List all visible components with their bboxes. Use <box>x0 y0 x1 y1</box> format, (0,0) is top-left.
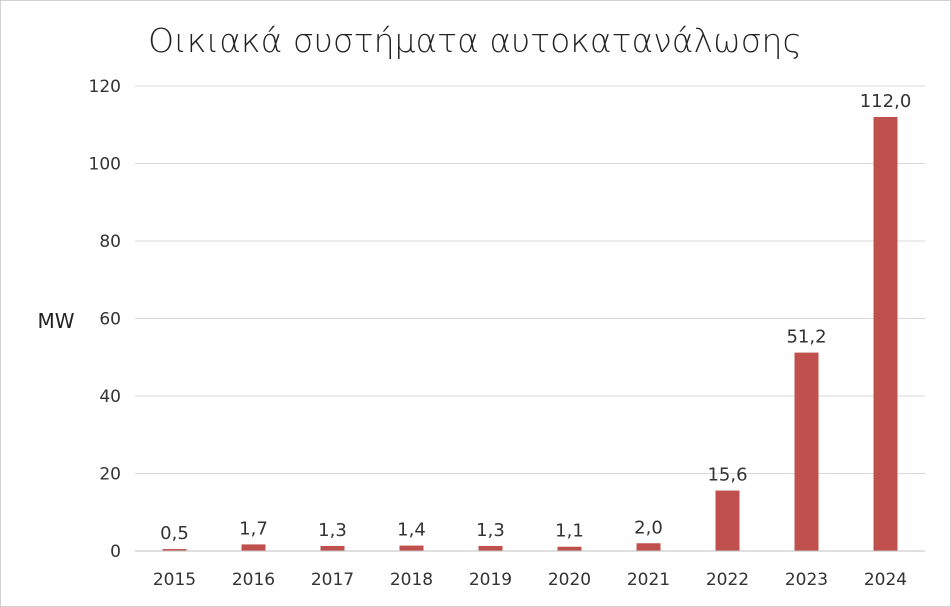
x-tick-label: 2018 <box>390 570 433 590</box>
data-label-2020: 1,1 <box>555 521 584 542</box>
data-label-2019: 1,3 <box>476 520 505 541</box>
data-label-2016: 1,7 <box>239 518 268 539</box>
x-axis-ticks: 2015 2016 2017 2018 2019 2020 2021 2022 2023 2024 <box>153 570 907 590</box>
y-tick-label: 120 <box>89 77 121 97</box>
data-label-2015: 0,5 <box>160 523 189 544</box>
bar-2022 <box>715 490 740 551</box>
x-tick-label: 2015 <box>153 570 196 590</box>
data-labels: 0,5 1,7 1,3 1,4 1,3 1,1 2,0 15,6 51,2 112,0 <box>160 91 911 544</box>
data-label-2023: 51,2 <box>786 327 826 348</box>
bar-2021 <box>636 543 661 551</box>
x-tick-label: 2024 <box>864 570 907 590</box>
bar-2024 <box>873 117 898 551</box>
x-tick-label: 2019 <box>469 570 512 590</box>
data-label-2024: 112,0 <box>860 91 912 112</box>
bar-2017 <box>320 545 345 551</box>
bar-2015 <box>162 549 187 551</box>
y-axis-ticks: 0 20 40 60 80 100 120 <box>89 77 121 562</box>
bars <box>162 117 898 551</box>
x-tick-label: 2017 <box>311 570 354 590</box>
y-tick-label: 20 <box>99 465 121 485</box>
y-tick-label: 60 <box>99 310 121 330</box>
y-axis-label: MW <box>37 309 74 333</box>
x-tick-label: 2022 <box>706 570 749 590</box>
x-tick-label: 2021 <box>627 570 670 590</box>
bar-2020 <box>557 546 582 551</box>
x-tick-label: 2016 <box>232 570 275 590</box>
x-tick-label: 2020 <box>548 570 591 590</box>
y-tick-label: 80 <box>99 232 121 252</box>
gridlines <box>135 85 925 474</box>
bar-2016 <box>241 544 266 551</box>
y-tick-label: 100 <box>89 155 121 175</box>
data-label-2021: 2,0 <box>634 517 663 538</box>
y-tick-label: 0 <box>110 542 121 562</box>
y-tick-label: 40 <box>99 387 121 407</box>
bar-2023 <box>794 352 819 551</box>
chart-title: Οικιακά συστήματα αυτοκατανάλωσης <box>148 21 802 60</box>
data-label-2022: 15,6 <box>707 465 747 486</box>
x-tick-label: 2023 <box>785 570 828 590</box>
data-label-2018: 1,4 <box>397 520 426 541</box>
data-label-2017: 1,3 <box>318 520 347 541</box>
bar-2018 <box>399 545 424 551</box>
bar-2019 <box>478 545 503 551</box>
